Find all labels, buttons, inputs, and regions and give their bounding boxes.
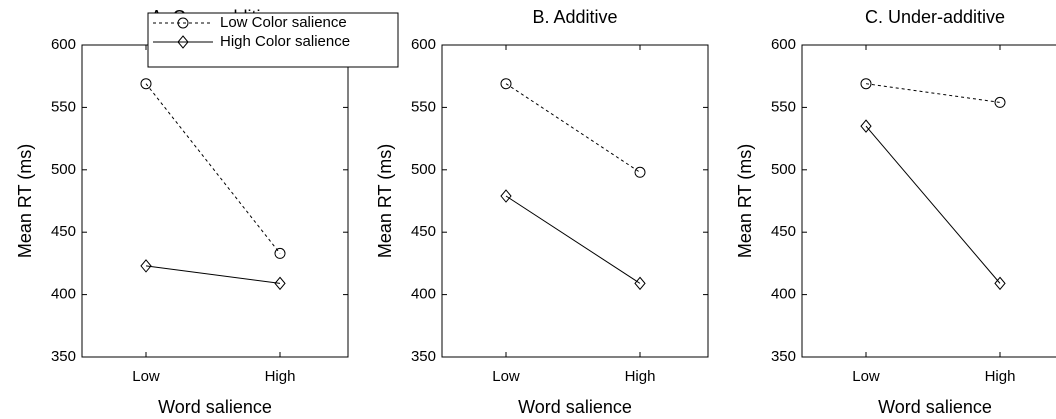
marker: [634, 276, 646, 291]
marker: [860, 119, 872, 133]
marker: [500, 78, 512, 90]
marker: [274, 247, 286, 259]
chart-title: C. Under-additive: [865, 7, 1005, 27]
legend: Low Color salience High Color salience: [147, 12, 399, 68]
y-tick-label: 500: [51, 161, 76, 178]
series-line: [145, 83, 281, 254]
x-tick-label: High: [625, 368, 656, 385]
legend-label: Low Color salience: [220, 14, 347, 31]
y-tick-label: 350: [771, 348, 796, 365]
x-tick-label: High: [985, 368, 1016, 385]
y-tick-label: 450: [51, 223, 76, 240]
y-tick-label: 500: [771, 161, 796, 178]
y-tick-label: 500: [411, 161, 436, 178]
y-tick-label: 600: [51, 36, 76, 53]
marker: [860, 78, 872, 90]
y-tick-label: 600: [411, 36, 436, 53]
axes-box: [441, 44, 709, 358]
axes-box: [81, 44, 349, 358]
marker: [994, 96, 1006, 108]
y-tick-label: 600: [771, 36, 796, 53]
marker: [500, 189, 512, 203]
x-tick-label: Low: [132, 368, 160, 385]
y-tick-label: 400: [411, 286, 436, 303]
marker: [274, 276, 286, 291]
y-tick-label: 550: [411, 98, 436, 115]
axes-box: [801, 44, 1056, 358]
series-line: [865, 83, 1001, 103]
x-tick-label: High: [265, 368, 296, 385]
y-tick-label: 550: [771, 98, 796, 115]
y-tick-label: 400: [771, 286, 796, 303]
y-tick-label: 350: [411, 348, 436, 365]
y-tick-label: 450: [411, 223, 436, 240]
marker: [177, 35, 189, 49]
series-line: [865, 125, 1001, 284]
y-tick-label: 400: [51, 286, 76, 303]
y-tick-label: 550: [51, 98, 76, 115]
marker: [140, 78, 152, 90]
marker: [994, 276, 1006, 291]
y-axis-label: Mean RT (ms): [15, 144, 35, 258]
x-tick-label: Low: [852, 368, 880, 385]
y-axis-label: Mean RT (ms): [375, 144, 395, 258]
x-axis-label: Word salience: [158, 397, 272, 417]
marker: [634, 166, 646, 178]
marker: [140, 259, 152, 273]
x-tick-label: Low: [492, 368, 520, 385]
chart-title: B. Additive: [532, 7, 617, 27]
series-line: [505, 195, 641, 284]
x-axis-label: Word salience: [518, 397, 632, 417]
y-tick-label: 450: [771, 223, 796, 240]
series-line: [145, 265, 281, 284]
y-tick-label: 350: [51, 348, 76, 365]
legend-box: [147, 12, 399, 68]
marker: [177, 17, 189, 29]
legend-label: High Color salience: [220, 33, 350, 50]
series-line: [505, 83, 641, 173]
x-axis-label: Word salience: [878, 397, 992, 417]
y-axis-label: Mean RT (ms): [735, 144, 755, 258]
